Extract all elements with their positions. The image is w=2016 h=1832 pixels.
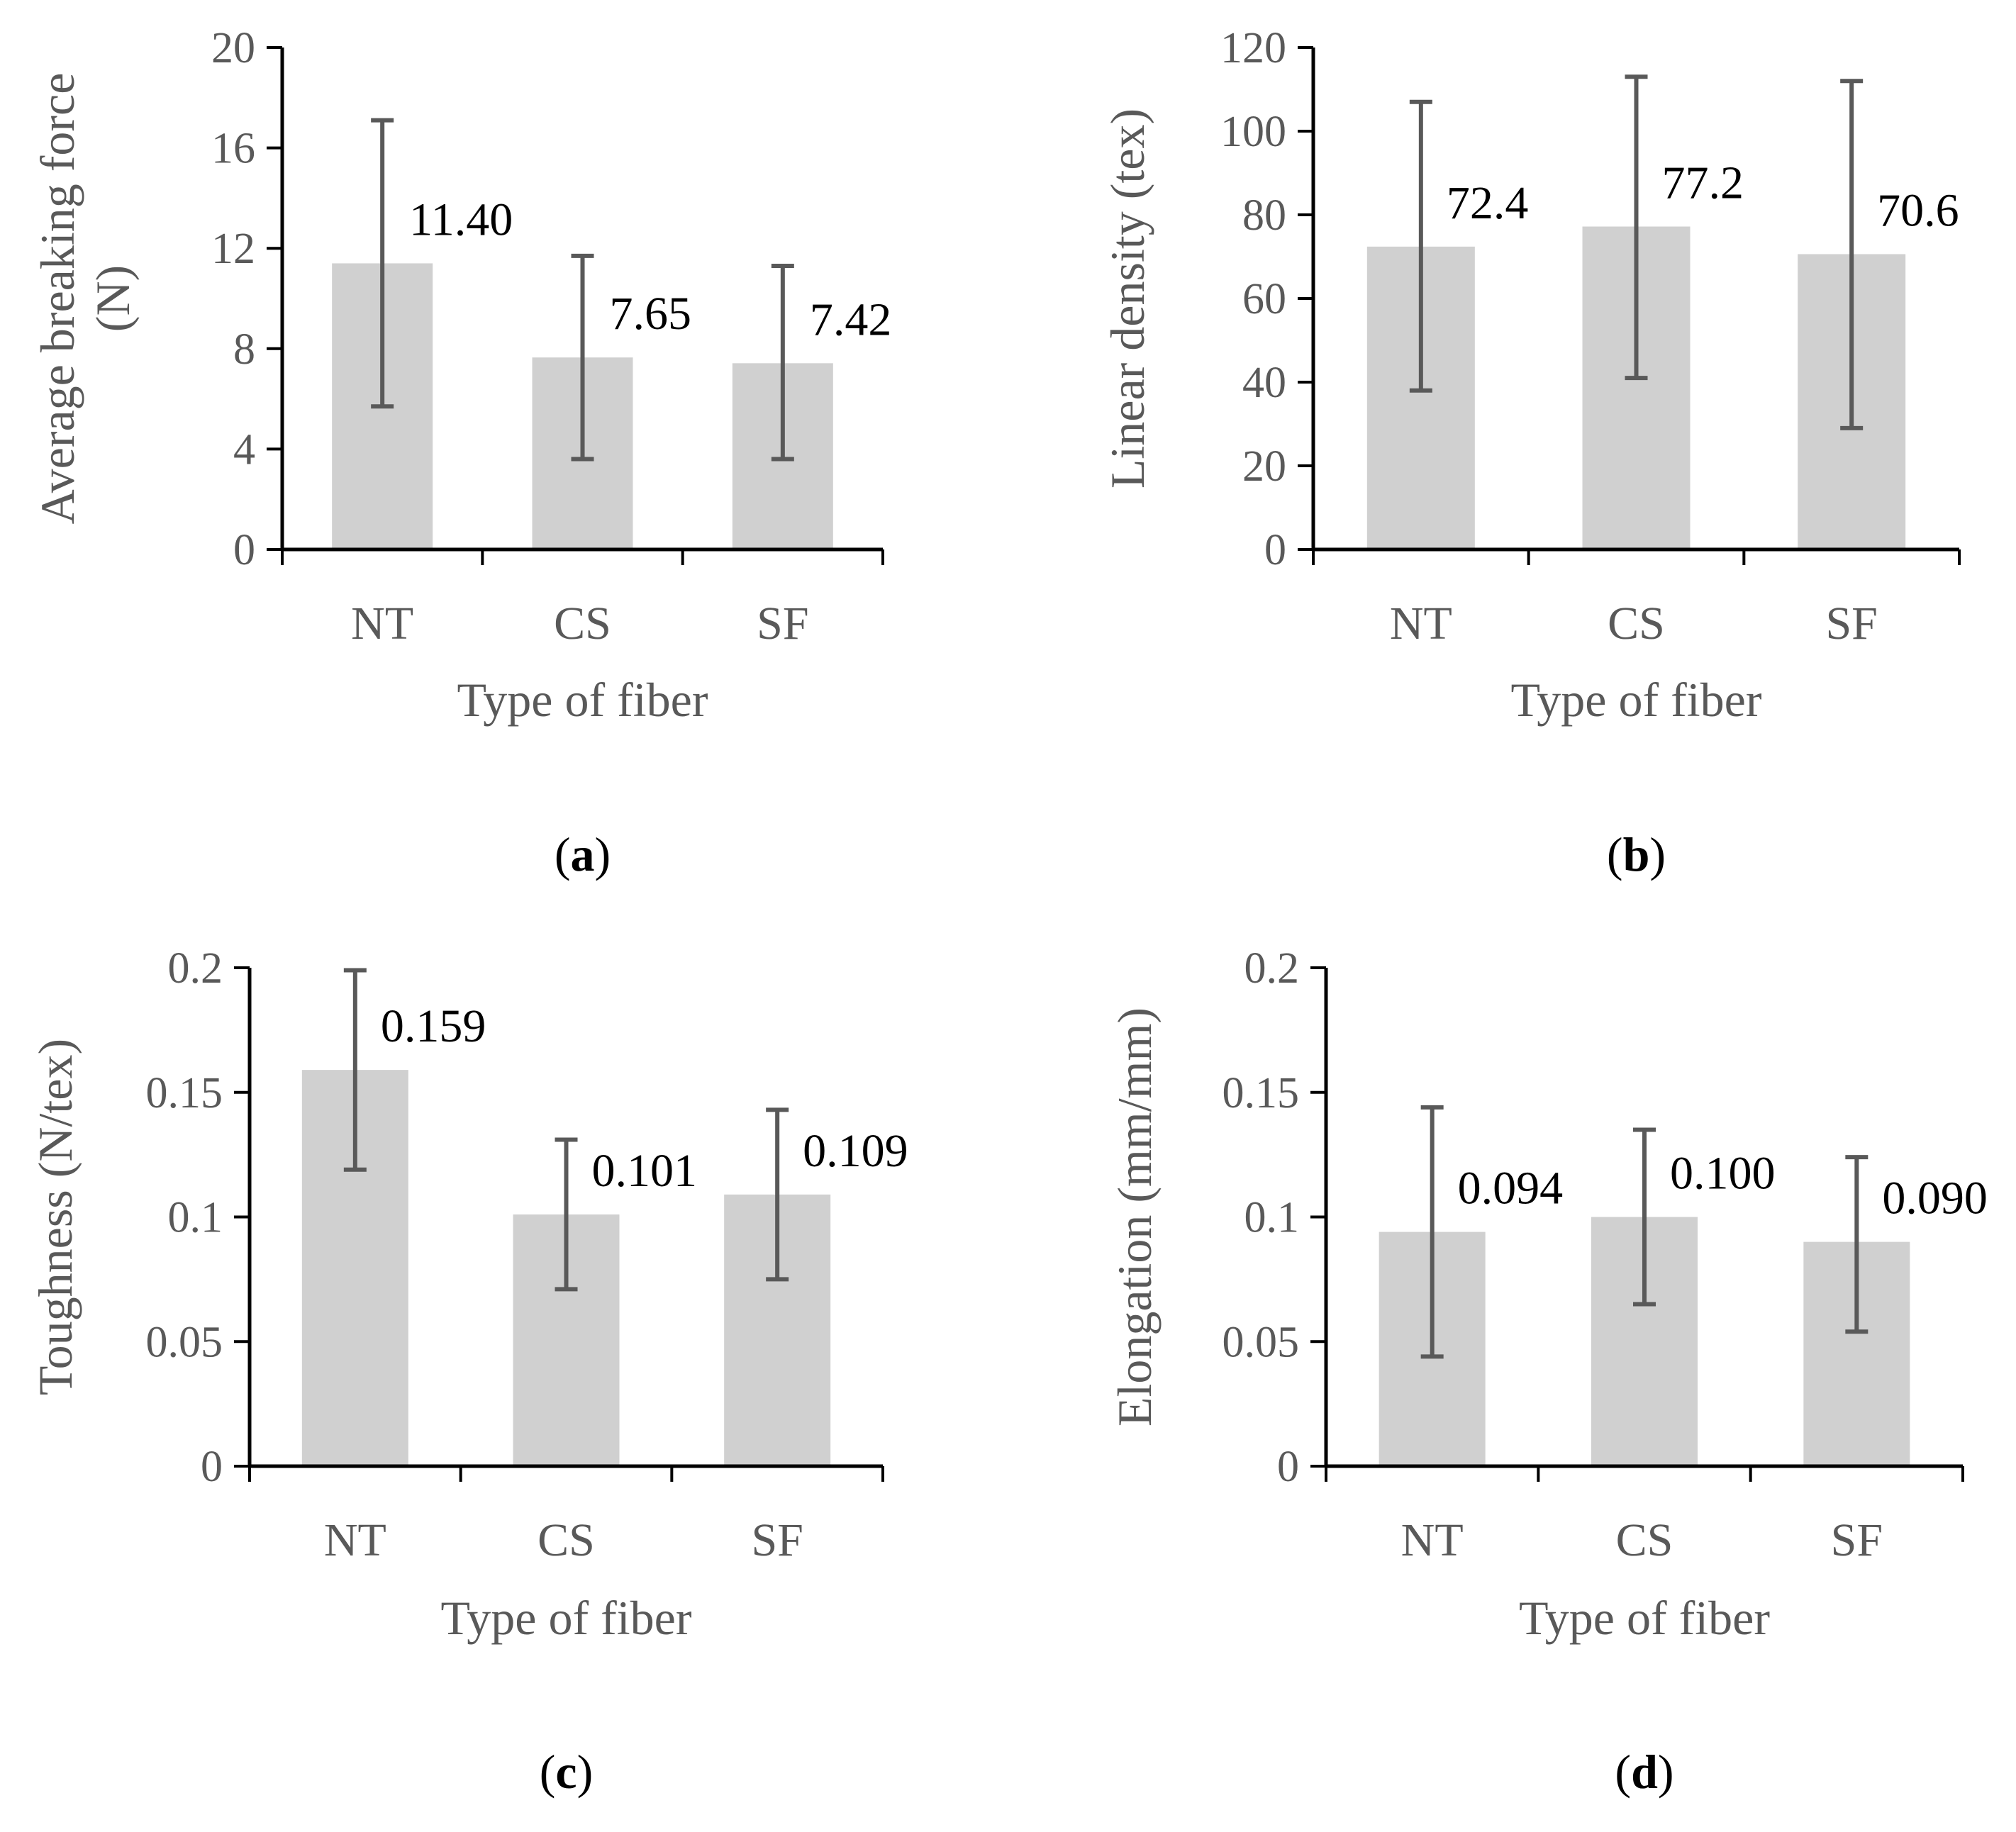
data-label: 7.42 — [810, 294, 892, 345]
panel-label: (d) — [1615, 1745, 1673, 1799]
y-axis-title: Elongation (mm/mm) — [1108, 1007, 1162, 1426]
panel-label-open-paren: ( — [555, 827, 571, 881]
panel-label-close-paren: ) — [577, 1745, 594, 1799]
panel-c: 0 0.05 0.1 0.15 0.2 0.159 0.101 0.109 NT CS SF Type… — [28, 944, 908, 1799]
y-tick-label: 0.15 — [146, 1069, 223, 1117]
x-tick-label-cs: CS — [1616, 1514, 1673, 1566]
panel-label-letter: a — [571, 827, 595, 881]
y-tick-label: 4 — [233, 425, 255, 474]
panel-b: 0 20 40 60 80 100 120 72.4 77.2 70.6 NT CS SF Type of… — [1101, 24, 1961, 881]
data-label: 0.159 — [381, 1000, 486, 1052]
data-label: 77.2 — [1662, 157, 1744, 209]
y-tick-label: 0 — [201, 1443, 223, 1491]
y-tick-label: 0.1 — [168, 1194, 223, 1242]
data-label: 72.4 — [1447, 177, 1529, 229]
x-tick-label-sf: SF — [1831, 1514, 1883, 1566]
x-axis-title: Type of fiber — [441, 1591, 692, 1645]
data-label: 0.109 — [803, 1125, 908, 1177]
x-tick-label-nt: NT — [1390, 598, 1452, 649]
y-tick-label: 100 — [1220, 108, 1286, 156]
panel-label-open-paren: ( — [1607, 827, 1623, 881]
y-tick-label: 12 — [211, 225, 255, 273]
y-tick-label: 8 — [233, 325, 255, 374]
x-tick-label-cs: CS — [554, 598, 611, 649]
panel-label-close-paren: ) — [1658, 1745, 1674, 1799]
panel-label: (c) — [540, 1745, 594, 1799]
y-tick-label: 0.2 — [168, 944, 223, 993]
panel-a: 0 4 8 12 16 20 11.40 7.65 7.42 NT CS SF Type of fibe… — [30, 24, 891, 881]
x-tick-label-nt: NT — [324, 1514, 386, 1566]
y-tick-label: 16 — [211, 125, 255, 173]
y-tick-label: 20 — [1242, 442, 1286, 491]
panel-label-letter: c — [555, 1745, 577, 1799]
y-tick-label: 0.15 — [1223, 1069, 1300, 1117]
data-label: 0.100 — [1670, 1148, 1776, 1200]
y-tick-label: 0.05 — [146, 1318, 223, 1366]
data-label: 70.6 — [1877, 184, 1959, 236]
y-tick-label: 80 — [1242, 191, 1286, 240]
x-tick-label-sf: SF — [1825, 598, 1877, 649]
data-label: 11.40 — [409, 194, 513, 245]
y-tick-label: 0.05 — [1223, 1318, 1300, 1366]
x-tick-label-sf: SF — [757, 598, 808, 649]
y-axis-title: Linear density (tex) — [1101, 108, 1154, 488]
y-axis-title: Average breaking force — [30, 73, 84, 525]
x-axis-title: Type of fiber — [1511, 673, 1762, 727]
x-tick-label-nt: NT — [351, 598, 413, 649]
panel-label-open-paren: ( — [1615, 1745, 1631, 1799]
panel-label-letter: b — [1623, 827, 1650, 881]
data-label: 7.65 — [610, 288, 692, 340]
y-tick-label: 0.1 — [1244, 1194, 1300, 1242]
y-tick-label: 60 — [1242, 275, 1286, 323]
panel-label-close-paren: ) — [595, 827, 611, 881]
panel-label-open-paren: ( — [540, 1745, 556, 1799]
x-tick-label-sf: SF — [751, 1514, 803, 1566]
panel-label-close-paren: ) — [1649, 827, 1666, 881]
panel-d: 0 0.05 0.1 0.15 0.2 0.094 0.100 0.090 NT CS SF Type… — [1108, 944, 1988, 1799]
data-label: 0.094 — [1458, 1163, 1564, 1214]
x-tick-label-nt: NT — [1401, 1514, 1464, 1566]
y-tick-label: 120 — [1220, 24, 1286, 72]
y-tick-label: 0 — [1277, 1443, 1299, 1491]
y-tick-label: 0 — [233, 526, 255, 574]
y-tick-label: 40 — [1242, 359, 1286, 407]
y-tick-label: 0 — [1264, 526, 1286, 574]
x-tick-label-cs: CS — [538, 1514, 595, 1566]
panel-label: (a) — [555, 827, 611, 881]
y-axis-title: Toughness (N/tex) — [28, 1039, 82, 1395]
y-axis-title: (N) — [86, 265, 140, 332]
data-label: 0.090 — [1882, 1173, 1988, 1224]
x-axis-title: Type of fiber — [457, 673, 708, 727]
x-axis-title: Type of fiber — [1519, 1591, 1770, 1645]
data-label: 0.101 — [592, 1145, 698, 1197]
panel-label-letter: d — [1631, 1745, 1658, 1799]
panel-label: (b) — [1607, 827, 1666, 881]
y-tick-label: 20 — [211, 24, 255, 72]
y-tick-label: 0.2 — [1244, 944, 1300, 993]
x-tick-label-cs: CS — [1608, 598, 1665, 649]
